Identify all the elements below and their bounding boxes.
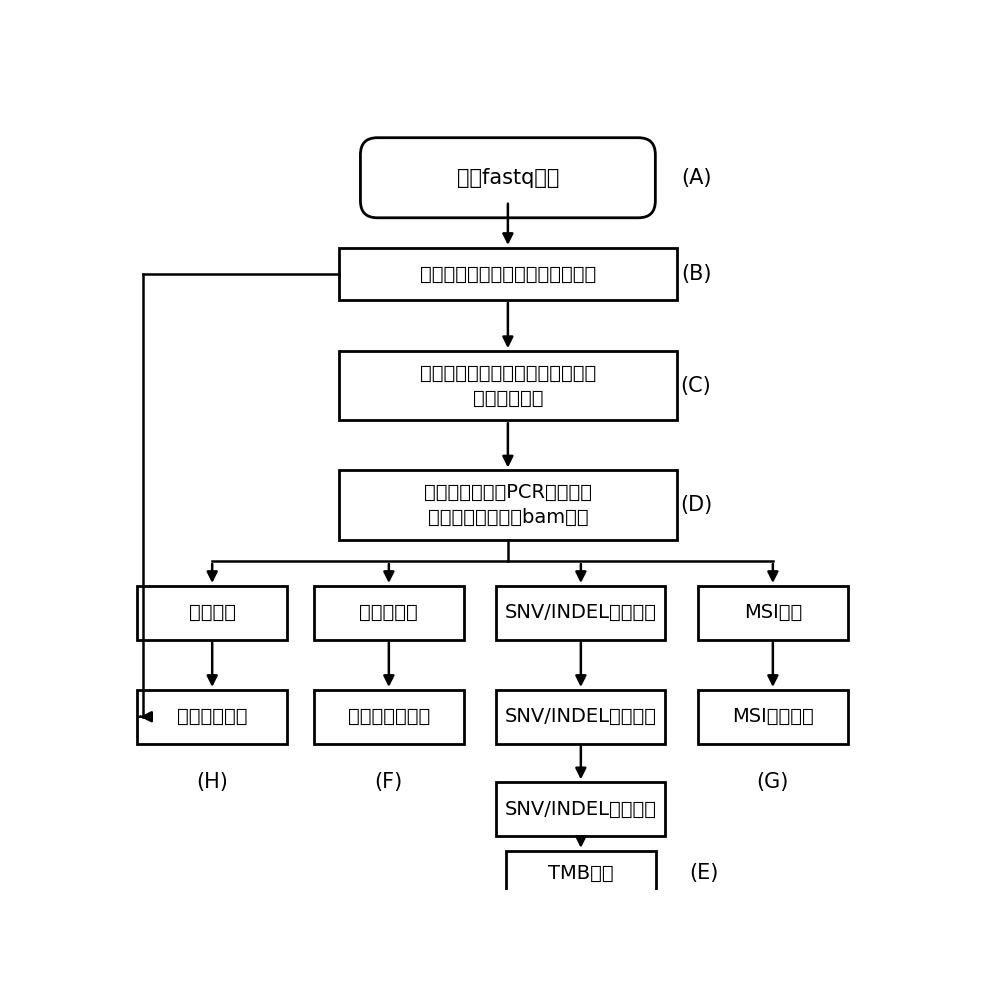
Text: MSI结果过滤: MSI结果过滤 — [732, 707, 814, 726]
Text: (F): (F) — [375, 772, 403, 792]
Text: 融合结果过滤: 融合结果过滤 — [177, 707, 248, 726]
Text: 拷贝数分析: 拷贝数分析 — [360, 603, 418, 622]
Text: 数据比对，将过滤好的序列比对到
参考基因组上: 数据比对，将过滤好的序列比对到 参考基因组上 — [420, 364, 596, 408]
Text: 拷贝数结果过滤: 拷贝数结果过滤 — [348, 707, 430, 726]
Bar — [138, 586, 287, 640]
Bar — [339, 248, 677, 300]
Text: 原始fastq数据: 原始fastq数据 — [457, 168, 559, 188]
Text: (E): (E) — [689, 863, 718, 883]
Text: 数据去重，去除PCR等重复序
列，得到去重好的bam文件: 数据去重，去除PCR等重复序 列，得到去重好的bam文件 — [424, 483, 592, 527]
Text: (C): (C) — [681, 376, 712, 396]
Text: 融合分析: 融合分析 — [188, 603, 236, 622]
Bar — [506, 851, 656, 895]
Bar — [496, 782, 665, 836]
Bar — [698, 690, 847, 744]
Text: TMB计算: TMB计算 — [548, 864, 613, 883]
Text: MSI分析: MSI分析 — [743, 603, 802, 622]
FancyBboxPatch shape — [361, 138, 655, 218]
Bar — [496, 586, 665, 640]
Text: 数据过滤，得到过滤好的序列文件: 数据过滤，得到过滤好的序列文件 — [420, 264, 596, 284]
Text: (B): (B) — [681, 264, 712, 284]
Bar — [138, 690, 287, 744]
Text: (D): (D) — [680, 495, 713, 515]
Text: (H): (H) — [196, 772, 228, 792]
Bar — [314, 586, 464, 640]
Bar — [339, 351, 677, 420]
Text: SNV/INDEL变异提取: SNV/INDEL变异提取 — [504, 603, 657, 622]
Bar — [496, 690, 665, 744]
Text: (A): (A) — [681, 168, 712, 188]
Bar — [339, 470, 677, 540]
Text: SNV/INDEL变异注释: SNV/INDEL变异注释 — [504, 707, 657, 726]
Text: (G): (G) — [757, 772, 789, 792]
Bar — [698, 586, 847, 640]
Bar — [314, 690, 464, 744]
Text: SNV/INDEL变异过滤: SNV/INDEL变异过滤 — [504, 800, 657, 819]
